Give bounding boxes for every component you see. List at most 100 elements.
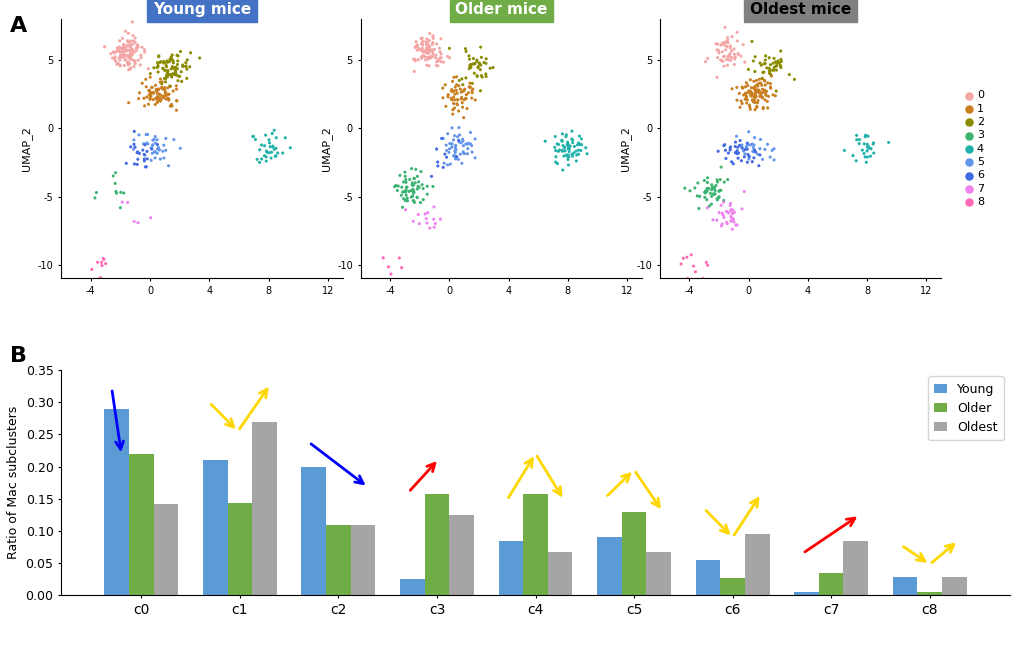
Point bbox=[447, 140, 464, 151]
Point bbox=[166, 69, 182, 80]
Point bbox=[447, 85, 464, 96]
Point bbox=[719, 38, 736, 48]
Point bbox=[149, 140, 165, 150]
Point bbox=[744, 142, 760, 153]
Point bbox=[387, 181, 404, 191]
Point bbox=[549, 146, 566, 157]
Point bbox=[746, 83, 762, 93]
Point bbox=[150, 67, 166, 77]
Point bbox=[405, 186, 421, 196]
Point bbox=[855, 138, 871, 149]
Point bbox=[431, 43, 447, 53]
Point bbox=[735, 146, 751, 156]
Point bbox=[458, 72, 474, 83]
Point bbox=[703, 192, 719, 202]
Point bbox=[165, 63, 181, 74]
Point bbox=[439, 51, 455, 61]
Point bbox=[443, 94, 460, 105]
Point bbox=[426, 44, 442, 54]
Point bbox=[413, 39, 429, 49]
Point bbox=[126, 126, 143, 137]
Point bbox=[740, 151, 756, 162]
Point bbox=[108, 188, 124, 199]
Point bbox=[714, 52, 731, 62]
Point bbox=[754, 102, 770, 113]
Point bbox=[716, 145, 733, 155]
Point bbox=[765, 62, 782, 72]
Point bbox=[153, 56, 169, 67]
Point bbox=[397, 182, 414, 193]
Point bbox=[163, 63, 179, 74]
Point bbox=[745, 140, 761, 150]
Point bbox=[687, 267, 703, 277]
Point bbox=[855, 148, 871, 159]
Point bbox=[730, 153, 746, 164]
Point bbox=[121, 38, 138, 48]
Point bbox=[699, 260, 715, 270]
Point bbox=[710, 186, 727, 196]
Point bbox=[178, 73, 195, 83]
Point bbox=[409, 184, 425, 194]
Point bbox=[709, 45, 726, 55]
Point bbox=[122, 40, 139, 50]
Point bbox=[444, 109, 461, 119]
Point bbox=[703, 184, 719, 195]
Point bbox=[739, 140, 755, 150]
Point bbox=[482, 63, 498, 73]
Point bbox=[560, 146, 577, 157]
Point bbox=[145, 135, 161, 146]
Point bbox=[726, 207, 742, 217]
Point bbox=[106, 48, 122, 58]
Point bbox=[167, 62, 183, 72]
Point bbox=[393, 263, 410, 273]
Point bbox=[859, 131, 875, 141]
Point bbox=[464, 147, 480, 157]
Point bbox=[449, 100, 466, 110]
Point bbox=[145, 87, 161, 98]
Point bbox=[131, 148, 148, 159]
Point bbox=[277, 133, 293, 143]
Point bbox=[553, 145, 570, 155]
Point bbox=[556, 142, 573, 153]
Point bbox=[710, 48, 727, 58]
Point bbox=[759, 91, 775, 102]
Point bbox=[732, 135, 748, 146]
Point bbox=[697, 187, 713, 197]
Point bbox=[119, 57, 136, 67]
Point bbox=[155, 63, 171, 74]
Point bbox=[558, 140, 575, 150]
Point bbox=[697, 187, 713, 197]
Point bbox=[413, 52, 429, 63]
Point bbox=[436, 149, 452, 159]
Point bbox=[143, 87, 159, 98]
Point bbox=[120, 28, 137, 39]
Point bbox=[158, 133, 174, 144]
Point bbox=[252, 145, 268, 155]
Point bbox=[758, 96, 774, 107]
Point bbox=[752, 78, 768, 88]
Point bbox=[464, 78, 480, 89]
Point bbox=[424, 51, 440, 61]
Point bbox=[754, 67, 770, 78]
Point bbox=[754, 154, 770, 164]
Point bbox=[403, 192, 419, 203]
Point bbox=[122, 54, 139, 65]
Point bbox=[689, 191, 705, 201]
Point bbox=[274, 148, 290, 158]
Point bbox=[573, 140, 589, 150]
Point bbox=[555, 142, 572, 153]
Point bbox=[753, 87, 769, 98]
Point bbox=[716, 40, 733, 50]
Point bbox=[738, 93, 754, 103]
Point bbox=[119, 50, 136, 61]
Point bbox=[119, 40, 136, 50]
Point bbox=[93, 272, 109, 283]
Point bbox=[553, 135, 570, 146]
Point bbox=[419, 34, 435, 44]
Point bbox=[119, 36, 136, 46]
Point bbox=[721, 145, 738, 155]
Point bbox=[142, 87, 158, 98]
Title: Older mice: Older mice bbox=[454, 2, 547, 17]
Point bbox=[258, 146, 274, 156]
Point bbox=[752, 88, 768, 98]
